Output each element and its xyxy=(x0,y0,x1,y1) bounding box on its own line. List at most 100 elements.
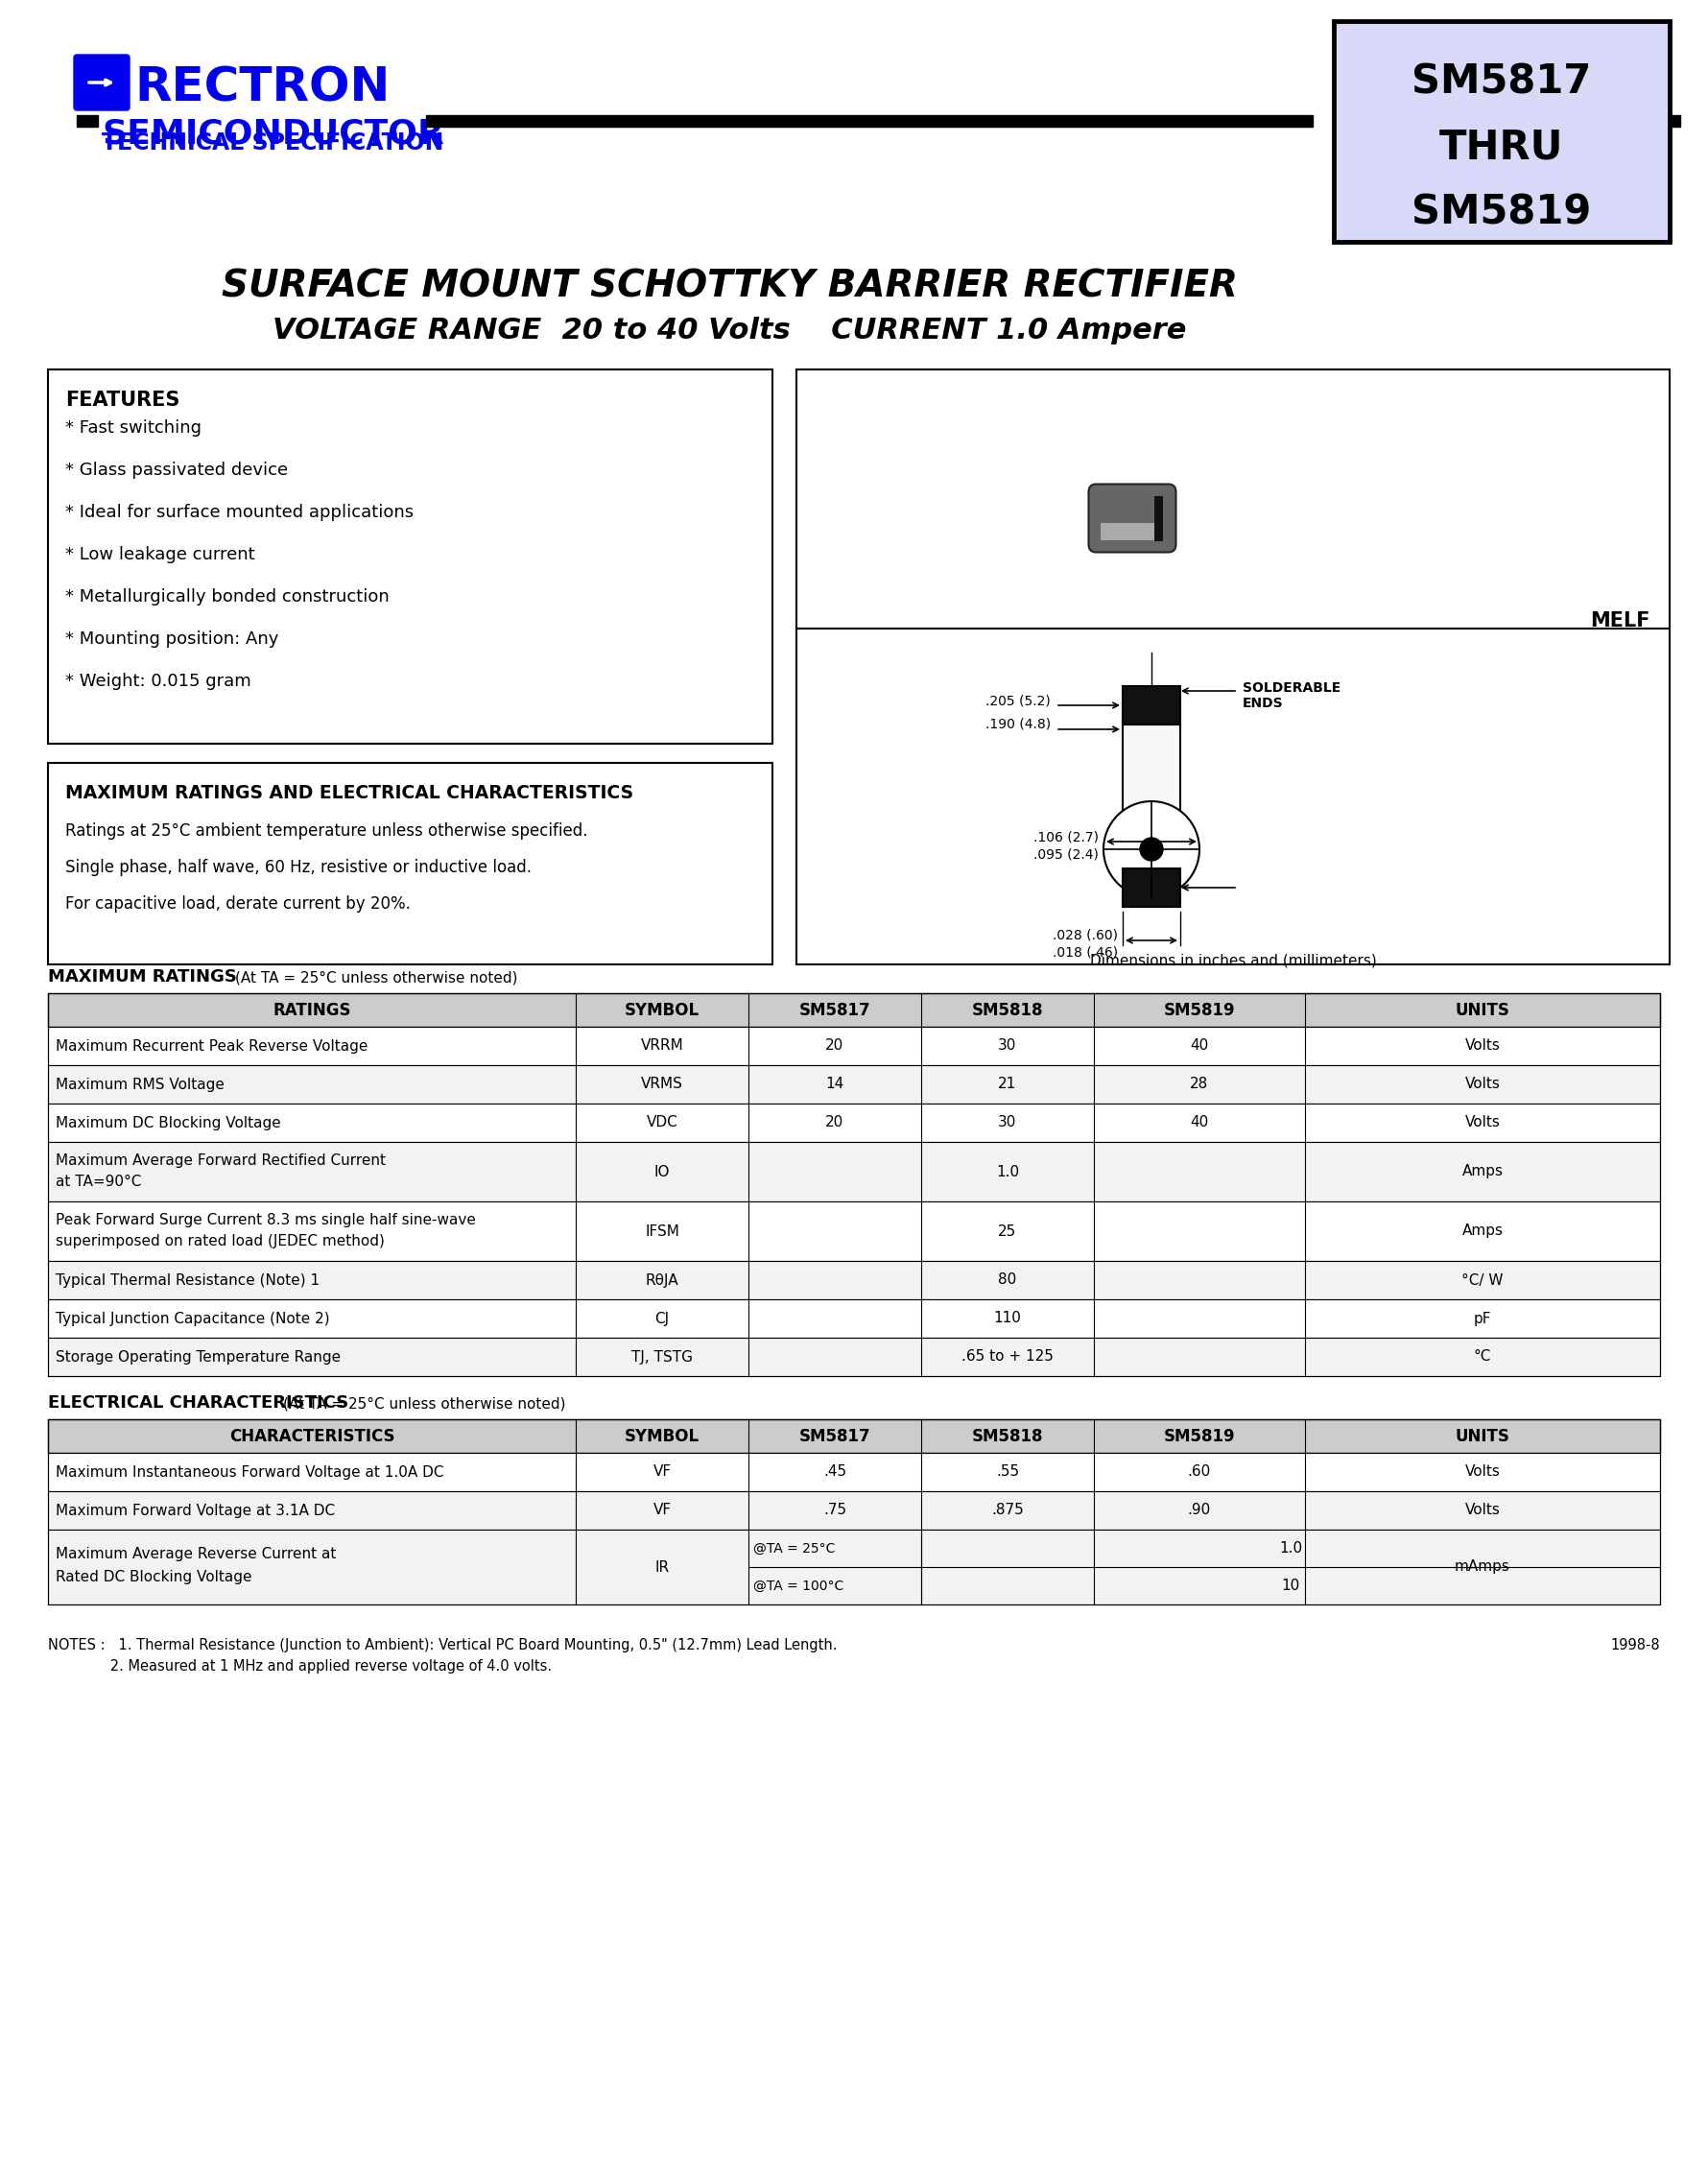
Text: Typical Thermal Resistance (Note) 1: Typical Thermal Resistance (Note) 1 xyxy=(56,1273,319,1286)
Bar xyxy=(48,1103,1658,1142)
Text: For capacitive load, derate current by 20%.: For capacitive load, derate current by 2… xyxy=(65,895,410,912)
Text: Maximum RMS Voltage: Maximum RMS Voltage xyxy=(56,1077,224,1092)
Bar xyxy=(1122,685,1180,724)
Bar xyxy=(48,1260,1658,1299)
Text: Maximum DC Blocking Voltage: Maximum DC Blocking Voltage xyxy=(56,1116,280,1131)
Text: Storage Operating Temperature Range: Storage Operating Temperature Range xyxy=(56,1349,340,1364)
Text: SM5819: SM5819 xyxy=(1163,1427,1235,1444)
Text: VRRM: VRRM xyxy=(640,1038,683,1053)
Text: @TA = 25°C: @TA = 25°C xyxy=(753,1542,835,1554)
Text: VRMS: VRMS xyxy=(640,1077,683,1092)
Text: VF: VF xyxy=(652,1503,671,1518)
Text: 1.0: 1.0 xyxy=(996,1165,1018,1178)
Text: °C: °C xyxy=(1472,1349,1491,1364)
Bar xyxy=(48,1418,1658,1453)
Text: Volts: Volts xyxy=(1464,1503,1500,1518)
Bar xyxy=(48,1027,1658,1066)
Text: Maximum Average Forward Rectified Current: Maximum Average Forward Rectified Curren… xyxy=(56,1155,386,1167)
Text: SM5817: SM5817 xyxy=(1411,61,1590,102)
Text: 10: 10 xyxy=(1281,1578,1300,1593)
Text: SURFACE MOUNT SCHOTTKY BARRIER RECTIFIER: SURFACE MOUNT SCHOTTKY BARRIER RECTIFIER xyxy=(220,268,1237,305)
Text: Amps: Amps xyxy=(1460,1224,1503,1239)
Text: Maximum Forward Voltage at 3.1A DC: Maximum Forward Voltage at 3.1A DC xyxy=(56,1503,335,1518)
Text: Typical Junction Capacitance (Note 2): Typical Junction Capacitance (Note 2) xyxy=(56,1312,330,1325)
Text: Volts: Volts xyxy=(1464,1116,1500,1131)
Text: .45: .45 xyxy=(823,1466,845,1479)
Bar xyxy=(425,115,1312,128)
Text: 40: 40 xyxy=(1189,1038,1208,1053)
Text: at TA=90°C: at TA=90°C xyxy=(56,1174,142,1189)
Bar xyxy=(48,1492,1658,1531)
Text: .65 to + 125: .65 to + 125 xyxy=(962,1349,1052,1364)
Text: (At TA = 25°C unless otherwise noted): (At TA = 25°C unless otherwise noted) xyxy=(284,1397,565,1412)
Text: * Glass passivated device: * Glass passivated device xyxy=(65,461,289,478)
Text: SEMICONDUCTOR: SEMICONDUCTOR xyxy=(102,117,444,149)
Text: MAXIMUM RATINGS AND ELECTRICAL CHARACTERISTICS: MAXIMUM RATINGS AND ELECTRICAL CHARACTER… xyxy=(65,785,634,802)
Text: .095 (2.4): .095 (2.4) xyxy=(1033,848,1098,860)
Text: (At TA = 25°C unless otherwise noted): (At TA = 25°C unless otherwise noted) xyxy=(236,971,518,986)
Text: SYMBOL: SYMBOL xyxy=(623,1001,699,1018)
Text: * Weight: 0.015 gram: * Weight: 0.015 gram xyxy=(65,672,251,690)
Text: TECHNICAL SPECIFICATION: TECHNICAL SPECIFICATION xyxy=(102,132,444,154)
Text: 30: 30 xyxy=(997,1038,1016,1053)
Text: 40: 40 xyxy=(1189,1116,1208,1131)
Text: .55: .55 xyxy=(996,1466,1018,1479)
Bar xyxy=(48,1338,1658,1375)
Bar xyxy=(48,763,772,964)
Text: SM5819: SM5819 xyxy=(1411,192,1590,231)
Text: 25: 25 xyxy=(997,1224,1016,1239)
Text: NOTES :   1. Thermal Resistance (Junction to Ambient): Vertical PC Board Mountin: NOTES : 1. Thermal Resistance (Junction … xyxy=(48,1639,837,1652)
Text: * Fast switching: * Fast switching xyxy=(65,419,202,437)
Text: superimposed on rated load (JEDEC method): superimposed on rated load (JEDEC method… xyxy=(56,1235,384,1247)
Text: 1.0: 1.0 xyxy=(1278,1542,1301,1554)
Text: * Mounting position: Any: * Mounting position: Any xyxy=(65,631,278,649)
Text: SM5819: SM5819 xyxy=(1163,1001,1235,1018)
Text: Maximum Recurrent Peak Reverse Voltage: Maximum Recurrent Peak Reverse Voltage xyxy=(56,1038,367,1053)
Text: .190 (4.8): .190 (4.8) xyxy=(986,718,1050,731)
Text: * Low leakage current: * Low leakage current xyxy=(65,547,254,564)
Text: 110: 110 xyxy=(992,1312,1021,1325)
Bar xyxy=(1122,724,1180,869)
Text: °C/ W: °C/ W xyxy=(1460,1273,1503,1286)
Text: Volts: Volts xyxy=(1464,1466,1500,1479)
Text: THRU: THRU xyxy=(1438,128,1563,166)
Text: FEATURES: FEATURES xyxy=(65,391,179,411)
Text: SYMBOL: SYMBOL xyxy=(623,1427,699,1444)
Bar xyxy=(48,1142,1658,1202)
Bar xyxy=(48,992,1658,1027)
Text: Maximum Instantaneous Forward Voltage at 1.0A DC: Maximum Instantaneous Forward Voltage at… xyxy=(56,1466,444,1479)
Text: SOLDERABLE
ENDS: SOLDERABLE ENDS xyxy=(1242,681,1341,711)
Text: IO: IO xyxy=(654,1165,670,1178)
Text: RθJA: RθJA xyxy=(646,1273,678,1286)
Text: Maximum Average Reverse Current at: Maximum Average Reverse Current at xyxy=(56,1546,336,1561)
FancyBboxPatch shape xyxy=(1088,484,1175,551)
Text: 21: 21 xyxy=(997,1077,1016,1092)
Text: SM5818: SM5818 xyxy=(972,1001,1042,1018)
Text: VF: VF xyxy=(652,1466,671,1479)
Text: SM5818: SM5818 xyxy=(972,1427,1042,1444)
Bar xyxy=(48,1202,1658,1260)
FancyBboxPatch shape xyxy=(73,54,130,110)
Text: Volts: Volts xyxy=(1464,1038,1500,1053)
Text: SM5817: SM5817 xyxy=(799,1001,869,1018)
Text: mAmps: mAmps xyxy=(1454,1559,1510,1574)
Text: IFSM: IFSM xyxy=(644,1224,678,1239)
Text: .018 (.46): .018 (.46) xyxy=(1052,945,1117,958)
Text: pF: pF xyxy=(1472,1312,1491,1325)
Text: 28: 28 xyxy=(1189,1077,1208,1092)
Text: @TA = 100°C: @TA = 100°C xyxy=(753,1578,844,1593)
Text: VDC: VDC xyxy=(646,1116,678,1131)
Text: .60: .60 xyxy=(1187,1466,1211,1479)
Text: RECTRON: RECTRON xyxy=(135,65,389,110)
Text: 14: 14 xyxy=(825,1077,844,1092)
Bar xyxy=(48,1299,1658,1338)
Text: VOLTAGE RANGE  20 to 40 Volts    CURRENT 1.0 Ampere: VOLTAGE RANGE 20 to 40 Volts CURRENT 1.0… xyxy=(272,316,1185,344)
Text: Rated DC Blocking Voltage: Rated DC Blocking Voltage xyxy=(56,1570,251,1585)
Text: CJ: CJ xyxy=(654,1312,670,1325)
Text: .205 (5.2): .205 (5.2) xyxy=(986,694,1050,707)
Text: TJ, TSTG: TJ, TSTG xyxy=(630,1349,692,1364)
Text: Single phase, half wave, 60 Hz, resistive or inductive load.: Single phase, half wave, 60 Hz, resistiv… xyxy=(65,858,531,876)
Bar xyxy=(48,1066,1658,1103)
Text: ELECTRICAL CHARACTERISTICS: ELECTRICAL CHARACTERISTICS xyxy=(48,1394,348,1412)
Bar xyxy=(796,370,1669,964)
